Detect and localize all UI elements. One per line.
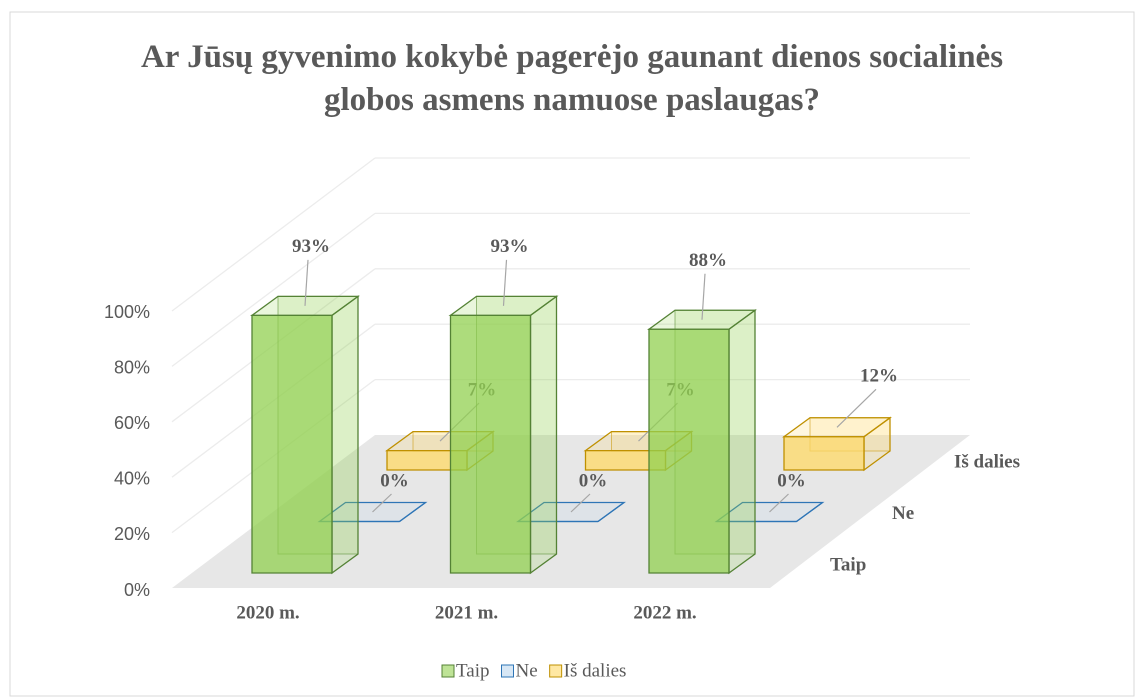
y-tick-label: 20% (114, 524, 150, 544)
y-tick-label: 40% (114, 469, 150, 489)
legend-label: Ne (516, 660, 538, 681)
y-tick-label: 60% (114, 413, 150, 433)
legend-swatch (549, 664, 563, 678)
bar-side (331, 295, 359, 575)
data-label: 93% (491, 236, 529, 257)
bar-side (529, 295, 558, 575)
data-label: 12% (860, 366, 898, 387)
leader-line (304, 259, 309, 306)
y-tick-label: 100% (104, 302, 150, 322)
data-label: 93% (292, 236, 330, 257)
depth-label: Taip (830, 554, 866, 575)
bar-front (783, 436, 865, 471)
leader-line (836, 388, 877, 428)
x-tick-label: 2021 m. (435, 602, 498, 623)
x-tick-label: 2020 m. (236, 602, 299, 623)
legend-label: Taip (456, 660, 490, 681)
legend-swatch (501, 664, 514, 678)
bar-front (648, 328, 730, 574)
bar-front (449, 314, 532, 574)
data-label: 0% (380, 470, 409, 491)
chart-border (9, 11, 1135, 697)
x-tick-label: 2022 m. (633, 602, 696, 623)
depth-label: Iš dalies (954, 451, 1020, 472)
bar-side (728, 308, 756, 575)
y-tick-label: 80% (114, 357, 150, 377)
leader-line (769, 493, 789, 513)
legend-label: Iš dalies (564, 660, 627, 681)
chart-title: Ar Jūsų gyvenimo kokybė pagerėjo gaunant… (140, 39, 1004, 118)
depth-label: Ne (892, 503, 914, 524)
leader-line (701, 273, 706, 320)
bar-front (251, 314, 333, 574)
leader-line (570, 493, 591, 513)
leader-line (502, 259, 508, 306)
data-label: 88% (689, 250, 727, 271)
legend-swatch (441, 664, 455, 678)
data-label: 0% (777, 470, 806, 491)
leader-line (372, 493, 392, 513)
grid-line (171, 157, 376, 312)
y-tick-label: 0% (124, 580, 150, 600)
data-label: 0% (579, 470, 608, 491)
grid-line (171, 212, 376, 367)
